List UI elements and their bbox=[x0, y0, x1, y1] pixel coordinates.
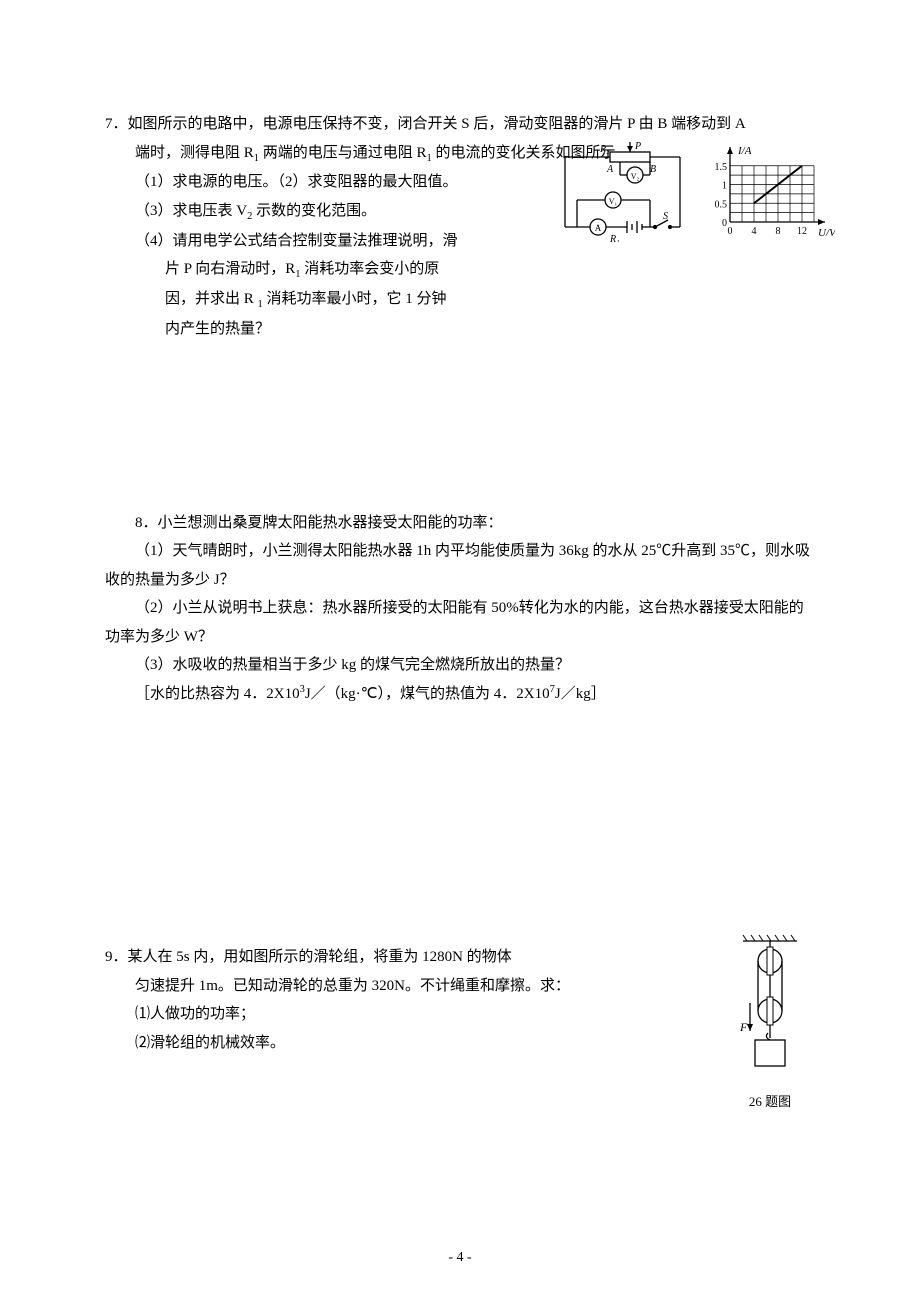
svg-text:A: A bbox=[595, 223, 602, 233]
q7-sub4d: 内产生的热量？ bbox=[105, 315, 485, 344]
svg-text:A: A bbox=[606, 164, 614, 175]
q7-sub4a: （4）请用电学公式结合控制变量法推理说明，滑 bbox=[105, 227, 485, 256]
question-8: 8．小兰想测出桑夏牌太阳能热水器接受太阳能的功率： （1）天气晴朗时，小兰测得太… bbox=[105, 509, 815, 709]
question-7: 7．如图所示的电路中，电源电压保持不变，闭合开关 S 后，滑动变阻器的滑片 P … bbox=[105, 110, 815, 344]
svg-text:0: 0 bbox=[728, 226, 733, 237]
svg-text:1.5: 1.5 bbox=[715, 162, 728, 173]
q9-caption: 26 题图 bbox=[735, 1090, 805, 1115]
q8-sub3: （3）水吸收的热量相当于多少 kg 的煤气完全燃烧所放出的热量？ bbox=[105, 651, 815, 680]
svg-text:P: P bbox=[634, 142, 641, 152]
q9-stem2: 匀速提升 1m。已知动滑轮的总重为 320N。不计绳重和摩擦。求： bbox=[105, 972, 815, 1001]
pulley-icon: F bbox=[735, 933, 805, 1073]
q8-stem: 8．小兰想测出桑夏牌太阳能热水器接受太阳能的功率： bbox=[105, 509, 815, 538]
q7-sub3: （3）求电压表 V2 示数的变化范围。 bbox=[105, 197, 485, 227]
q8-sub4: ［水的比热容为 4．2X103J／（kg·℃），煤气的热值为 4．2X107J／… bbox=[105, 680, 815, 709]
q7-sub1-2: （1）求电源的电压。（2）求变阻器的最大阻值。 bbox=[105, 168, 485, 197]
q7-sub4c: 因，并求出 R 1 消耗功率最小时，它 1 分钟 bbox=[105, 285, 485, 315]
svg-text:0.5: 0.5 bbox=[715, 199, 728, 210]
q9-sub2: ⑵滑轮组的机械效率。 bbox=[105, 1029, 815, 1058]
q7-sub4b: 片 P 向右滑动时，R1 消耗功率会变小的原 bbox=[105, 255, 485, 285]
svg-text:I/A: I/A bbox=[737, 145, 752, 157]
svg-text:U/V: U/V bbox=[818, 227, 835, 239]
q9-figure: F 26 题图 bbox=[735, 933, 805, 1114]
svg-text:0: 0 bbox=[722, 218, 727, 229]
q7-figure: A S bbox=[555, 142, 825, 242]
svg-text:R₂: R₂ bbox=[599, 144, 610, 155]
q7-svg: A S bbox=[555, 142, 835, 242]
svg-text:8: 8 bbox=[776, 226, 781, 237]
page-number: - 4 - bbox=[0, 1245, 920, 1272]
q8-sub2: （2）小兰从说明书上获息：热水器所接受的太阳能有 50%转化为水的内能，这台热水… bbox=[105, 594, 815, 651]
q8-sub1: （1）天气晴朗时，小兰测得太阳能热水器 1h 内平均能使质量为 36kg 的水从… bbox=[105, 537, 815, 594]
q9-stem: 9．某人在 5s 内，用如图所示的滑轮组，将重为 1280N 的物体 bbox=[105, 943, 815, 972]
circuit-diagram-icon: A S bbox=[565, 142, 680, 242]
svg-text:R₁: R₁ bbox=[609, 234, 620, 242]
svg-text:B: B bbox=[650, 164, 656, 175]
q7-number: 7． bbox=[105, 116, 128, 132]
svg-text:V₂: V₂ bbox=[631, 172, 640, 181]
svg-text:V₁: V₁ bbox=[609, 197, 618, 206]
svg-text:1: 1 bbox=[722, 181, 727, 192]
svg-text:S: S bbox=[663, 211, 668, 222]
q7-line1: 7．如图所示的电路中，电源电压保持不变，闭合开关 S 后，滑动变阻器的滑片 P … bbox=[105, 110, 815, 139]
q9-sub1: ⑴人做功的功率； bbox=[105, 1000, 815, 1029]
svg-text:F: F bbox=[739, 1020, 748, 1034]
svg-text:12: 12 bbox=[797, 226, 807, 237]
iv-graph-icon: I/A U/V 0 4 8 12 0 0.5 1 1.5 bbox=[715, 145, 836, 239]
question-9: 9．某人在 5s 内，用如图所示的滑轮组，将重为 1280N 的物体 匀速提升 … bbox=[105, 943, 815, 1057]
svg-text:4: 4 bbox=[752, 226, 757, 237]
